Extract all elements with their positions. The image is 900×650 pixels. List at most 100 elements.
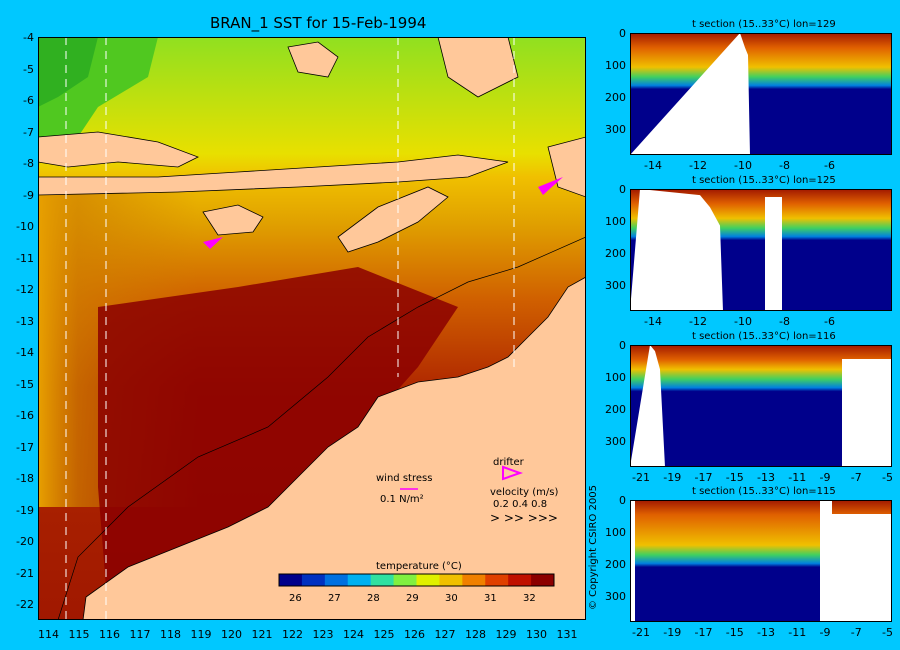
section-depth-tick: 300: [605, 435, 626, 448]
new-guinea-tip: [547, 136, 586, 198]
moluccas-islands: [437, 37, 519, 98]
lat-tick-label: -8: [23, 157, 34, 170]
section-frame: [630, 33, 892, 155]
section-lat-tick: -12: [689, 315, 707, 328]
lon-tick-label: 131: [556, 628, 578, 641]
colorbar-tick-label: 28: [367, 593, 380, 604]
section-depth-tick: 200: [605, 247, 626, 260]
lon-tick-label: 121: [251, 628, 273, 641]
drifter-marker: [538, 177, 563, 195]
shelf-contour: [57, 236, 586, 620]
warm-water-south: [98, 267, 458, 612]
section-lat-tick: -15: [725, 626, 744, 639]
section-lat-tick: -21: [632, 626, 650, 639]
section-plot: [630, 33, 892, 155]
lat-tick-label: -6: [23, 94, 34, 107]
section-lat-tick: -13: [757, 471, 775, 484]
section-title: t section (15..33°C) lon=115: [692, 486, 836, 497]
section-lat-tick: -17: [694, 471, 713, 484]
section-lat-tick: -8: [779, 159, 790, 172]
section-lat-tick: -6: [824, 315, 835, 328]
section-lat-tick: -8: [779, 315, 790, 328]
lat-tick-label: -18: [16, 472, 34, 485]
lon-tick-label: 122: [282, 628, 303, 641]
lat-tick-label: -22: [16, 598, 34, 611]
section-frame: [630, 500, 892, 622]
colorbar-segment: [439, 574, 463, 586]
section-depth-tick: 0: [619, 183, 626, 196]
lon-tick-label: 123: [312, 628, 334, 641]
section-depth-tick: 300: [605, 279, 626, 292]
section-lat-tick: -5: [882, 626, 893, 639]
colorbar-segment: [370, 574, 395, 586]
lat-tick-label: -7: [23, 125, 34, 139]
section-depth-tick: 0: [619, 494, 626, 507]
section-depth-tick: 0: [619, 27, 626, 40]
lon-tick-label: 117: [129, 628, 151, 641]
colorbar-segment: [347, 574, 372, 586]
section-title: t section (15..33°C) lon=125: [692, 175, 836, 186]
section-lat-tick: -10: [734, 315, 752, 328]
section-lat-tick: -5: [882, 471, 893, 484]
section-frame: [630, 189, 892, 311]
velocity-label: velocity (m/s): [490, 487, 558, 498]
colorbar-title: temperature (°C): [376, 561, 462, 572]
section-plot: [630, 500, 892, 622]
sulawesi-island: [287, 41, 339, 78]
colorbar-segment: [416, 574, 440, 586]
lon-tick-label: 124: [343, 628, 364, 641]
section-lat-tick: -11: [788, 626, 807, 639]
section-depth-tick: 300: [605, 123, 626, 136]
java-island: [38, 131, 199, 168]
lat-tick-label: -10: [16, 220, 34, 233]
lat-tick-label: -4: [23, 31, 34, 44]
colorbar-tick-label: 27: [328, 593, 341, 604]
section-plot: [630, 345, 892, 467]
wind-stress-value: 0.1 N/m²: [380, 494, 424, 505]
section-lat-tick: -14: [644, 159, 662, 172]
section-frame: [630, 345, 892, 467]
drifter-legend-arrow: [502, 465, 524, 481]
seafloor-mask: [630, 500, 635, 622]
colorbar-segment: [324, 574, 349, 586]
map-title: BRAN_1 SST for 15-Feb-1994: [210, 14, 427, 32]
section-depth-tick: 0: [619, 339, 626, 352]
lat-tick-label: -21: [16, 566, 34, 580]
lon-tick-label: 118: [160, 628, 181, 641]
section-lat-tick: -9: [819, 626, 831, 639]
section-depth-tick: 100: [605, 59, 626, 72]
cool-water-northwest: [38, 37, 98, 107]
section-title: t section (15..33°C) lon=129: [692, 19, 836, 30]
section-lat-tick: -14: [644, 315, 662, 328]
section-lat-tick: -7: [850, 471, 862, 484]
colorbar-tick-label: 32: [523, 593, 536, 604]
drifter-markers: [203, 177, 563, 249]
section-lat-tick: -12: [689, 159, 707, 172]
seafloor-mask: [765, 197, 782, 311]
copyright-text: © Copyright CSIRO 2005: [588, 485, 599, 610]
section-depth-tick: 300: [605, 590, 626, 603]
section-lat-tick: -17: [694, 626, 713, 639]
section-lat-tick: -15: [725, 471, 744, 484]
seafloor-mask: [842, 359, 892, 467]
sumba-island: [202, 204, 264, 236]
section-lat-tick: -6: [824, 159, 835, 172]
wind-stress-label: wind stress: [376, 473, 432, 484]
section-depth-tick: 100: [605, 371, 626, 384]
colorbar: [278, 573, 555, 587]
velocity-values: 0.2 0.4 0.8: [493, 499, 547, 510]
section-depth-tick: 200: [605, 403, 626, 416]
colorbar-segment: [508, 574, 532, 586]
section-lat-tick: -19: [663, 626, 682, 639]
colorbar-segment: [279, 574, 303, 586]
lon-tick-label: 119: [190, 628, 212, 641]
lat-tick-label: -19: [16, 503, 34, 517]
section-lat-tick: -19: [663, 471, 682, 484]
lat-tick-label: -13: [16, 314, 34, 328]
section-lat-tick: -9: [819, 471, 831, 484]
lat-tick-label: -15: [16, 377, 34, 391]
section-lat-tick: -21: [632, 471, 650, 484]
lat-tick-label: -12: [16, 283, 34, 296]
australia-landmass: [82, 276, 586, 620]
